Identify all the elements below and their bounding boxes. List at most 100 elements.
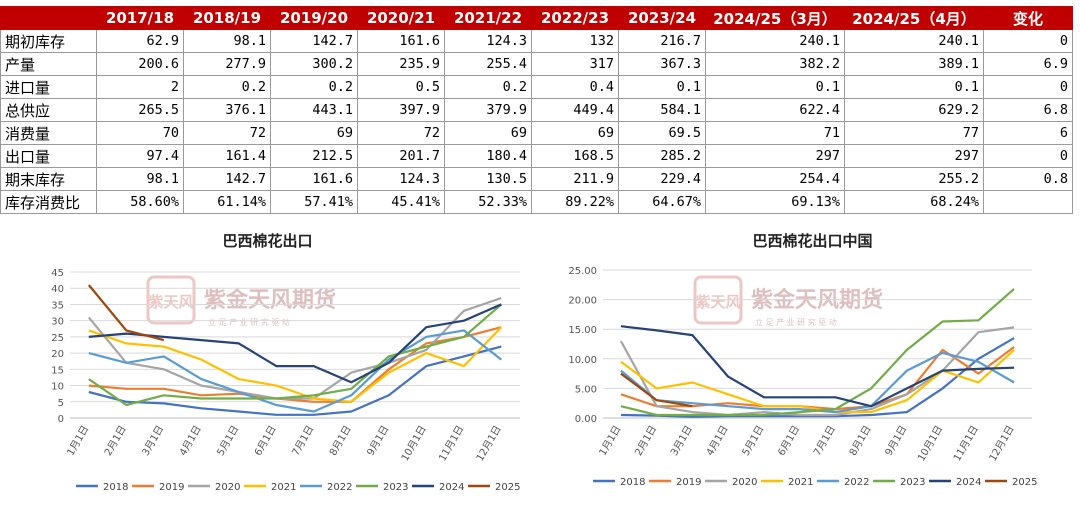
table-cell: 69 — [270, 121, 358, 145]
table-cell: 255.2 — [844, 167, 984, 191]
table-row: 期初库存 62.9 98.1 142.7 161.6 124.3 132 216.7 240.1… — [0, 29, 1073, 53]
x-tick-label: 9月1日 — [883, 424, 910, 458]
table-cell: 2 — [96, 75, 184, 99]
supply-demand-table: 2017/18 2018/19 2019/20 2020/21 2021/22 2022/… — [0, 6, 1073, 214]
x-tick-label: 8月1日 — [847, 424, 874, 458]
y-tick-label: 15 — [51, 365, 64, 376]
chart-brazil-cotton-export-china: 巴西棉花出口中国 紫天风 紫金天风期货立 足 产 业 研 究 驱 动 0.00 5.0… — [545, 226, 1080, 503]
x-tick-label: 12月1日 — [474, 424, 504, 464]
table-cell: 297 — [844, 144, 984, 168]
chart-title: 巴西棉花出口中国 — [752, 232, 873, 250]
table-header-row: 2017/18 2018/19 2019/20 2020/21 2021/22 2022/… — [0, 6, 1073, 30]
series-line-2024 — [88, 303, 502, 384]
x-tick-label: 12月1日 — [987, 424, 1017, 464]
watermark-slogan: 立 足 产 业 研 究 驱 动 — [208, 317, 290, 327]
table-cell: 382.2 — [705, 52, 845, 76]
legend-label: 2024 — [956, 477, 981, 488]
table-cell: 449.4 — [531, 98, 619, 122]
table-cell: 61.14% — [183, 190, 271, 214]
series-line-2021 — [88, 326, 503, 403]
legend-label: 2019 — [159, 482, 184, 493]
x-tick-label: 10月1日 — [915, 424, 945, 464]
table-cell: 629.2 — [844, 98, 984, 122]
table-row: 总供应 265.5 376.1 443.1 397.9 379.9 449.4 584.1 62… — [0, 98, 1073, 122]
x-tick-label: 7月1日 — [811, 424, 838, 458]
y-tick-label: 0.00 — [575, 414, 597, 425]
table-cell: 6.8 — [983, 98, 1073, 122]
x-tick-label: 11月1日 — [951, 424, 981, 464]
y-tick-label: 5 — [58, 398, 64, 409]
table-cell: 254.4 — [705, 167, 845, 191]
table-cell: 97.4 — [96, 144, 184, 168]
series-line-2023 — [88, 303, 503, 407]
table-cell — [983, 190, 1073, 214]
table-cell: 397.9 — [357, 98, 445, 122]
table-row: 产量 200.6 277.9 300.2 235.9 255.4 317 367.3 382.2… — [0, 52, 1073, 76]
table-cell: 77 — [844, 121, 984, 145]
table-cell: 277.9 — [183, 52, 271, 76]
column-header: 2021/22 — [444, 6, 532, 30]
table-cell: 0 — [983, 144, 1073, 168]
column-header — [0, 6, 97, 30]
table-cell: 6 — [983, 121, 1073, 145]
x-tick-label: 5月1日 — [740, 424, 767, 458]
table-cell: 64.67% — [618, 190, 706, 214]
column-header: 2017/18 — [96, 6, 184, 30]
chart-title: 巴西棉花出口 — [222, 232, 313, 250]
series-line-2018 — [88, 345, 502, 416]
watermark-slogan: 立 足 产 业 研 究 驱 动 — [755, 317, 837, 327]
series-line-2018 — [620, 337, 1015, 418]
x-tick-label: 3月1日 — [668, 424, 695, 458]
legend-label: 2022 — [844, 477, 869, 488]
table-cell: 376.1 — [183, 98, 271, 122]
table-cell: 72 — [183, 121, 271, 145]
seal-text: 紫天风 — [695, 293, 740, 311]
x-tick-label: 8月1日 — [327, 424, 354, 458]
table-cell: 584.1 — [618, 98, 706, 122]
chart-brazil-cotton-export: 巴西棉花出口 紫天风 紫金天风期货立 足 产 业 研 究 驱 动 0 5 10 15 20 2… — [0, 226, 535, 503]
table-cell: 300.2 — [270, 52, 358, 76]
row-label: 总供应 — [0, 98, 97, 122]
table-cell: 0.8 — [983, 167, 1073, 191]
table-cell: 622.4 — [705, 98, 845, 122]
table-cell: 142.7 — [270, 29, 358, 53]
table-cell: 0.2 — [183, 75, 271, 99]
row-label: 期初库存 — [0, 29, 97, 53]
seal-text: 紫天风 — [148, 293, 193, 311]
row-label: 进口量 — [0, 75, 97, 99]
x-tick-label: 2月1日 — [102, 424, 129, 458]
series-line-2022 — [88, 329, 502, 413]
x-tick-label: 6月1日 — [252, 424, 279, 458]
table-cell: 57.41% — [270, 190, 358, 214]
series-line-2019 — [88, 326, 502, 403]
table-row: 期末库存 98.1 142.7 161.6 124.3 130.5 211.9 229.4 25… — [0, 167, 1073, 191]
table-cell: 161.4 — [183, 144, 271, 168]
table-cell: 161.6 — [270, 167, 358, 191]
row-label: 期末库存 — [0, 167, 97, 191]
table-cell: 255.4 — [444, 52, 532, 76]
table-cell: 124.3 — [444, 29, 532, 53]
series-line-2020 — [87, 296, 502, 400]
table-cell: 98.1 — [183, 29, 271, 53]
table-cell: 285.2 — [618, 144, 706, 168]
table-cell: 68.24% — [844, 190, 984, 214]
table-cell: 265.5 — [96, 98, 184, 122]
table-row: 消费量 70 72 69 72 69 69 69.5 71 77 6 — [0, 121, 1073, 145]
column-header: 2024/25（3月） — [705, 6, 845, 30]
table-cell: 0.4 — [531, 75, 619, 99]
column-header: 2024/25（4月） — [844, 6, 984, 30]
y-tick-label: 20 — [51, 349, 64, 360]
legend-label: 2023 — [900, 477, 925, 488]
series-line-2024 — [620, 325, 1015, 408]
table-cell: 0.1 — [705, 75, 845, 99]
table-row: 出口量 97.4 161.4 212.5 201.7 180.4 168.5 285.2 297… — [0, 144, 1073, 168]
legend-label: 2025 — [1012, 477, 1037, 488]
legend-label: 2021 — [271, 482, 296, 493]
table-cell: 132 — [531, 29, 619, 53]
row-label: 库存消费比 — [0, 190, 97, 214]
table-cell: 52.33% — [444, 190, 532, 214]
x-tick-label: 10月1日 — [399, 424, 429, 464]
table-cell: 297 — [705, 144, 845, 168]
